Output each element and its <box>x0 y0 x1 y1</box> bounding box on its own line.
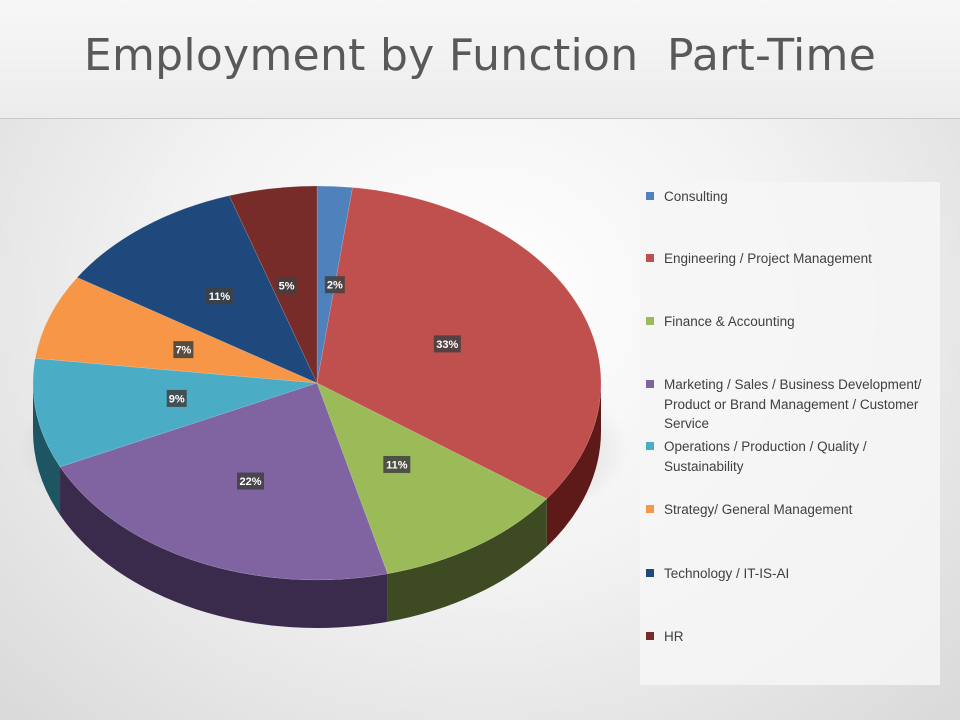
legend-label: Strategy/ General Management <box>664 502 853 517</box>
data-label-box <box>206 287 234 305</box>
pie-slice-technology-it-is-ai <box>76 195 318 384</box>
legend-label: HR <box>664 629 684 644</box>
data-label-operations-production-quality-sustainability: 9% <box>169 393 185 405</box>
data-label-consulting: 2% <box>327 280 343 292</box>
data-label-strategy-general-management: 7% <box>175 345 191 357</box>
pie-side-marketing-sales-business-development-product-or-brand-management-customer-service <box>60 466 388 628</box>
data-label-hr: 5% <box>279 281 295 293</box>
pie-slice-hr <box>228 185 318 384</box>
legend-swatch <box>646 192 654 200</box>
legend-label: Marketing / Sales / Business Development… <box>664 377 922 431</box>
pie-slice-strategy-general-management <box>34 277 318 384</box>
data-label-box <box>236 472 264 490</box>
pie-slice-marketing-sales-business-development-product-or-brand-management-customer-service <box>59 382 388 581</box>
pie-side-engineering-project-management <box>546 383 601 547</box>
pie-slice-finance-accounting <box>316 382 548 575</box>
legend-swatch <box>646 380 654 388</box>
pie-slice-operations-production-quality-sustainability <box>32 358 318 468</box>
data-label-marketing-sales-business-development-product-or-brand-management-customer-service: 22% <box>239 476 261 488</box>
data-label-technology-it-is-ai: 11% <box>209 291 231 303</box>
data-label-box <box>383 455 411 473</box>
data-label-box <box>433 335 461 353</box>
legend-label: Technology / IT-IS-AI <box>664 566 790 581</box>
data-label-box <box>166 389 187 407</box>
legend-swatch <box>646 569 654 577</box>
legend-swatch <box>646 442 654 450</box>
data-label-box <box>173 341 194 359</box>
legend-swatch <box>646 317 654 325</box>
pie-side-operations-production-quality-sustainability <box>33 383 61 515</box>
legend-label: Engineering / Project Management <box>664 251 872 266</box>
legend-swatch <box>646 505 654 513</box>
chart-legend: Consulting Engineering / Project Manageme… <box>640 182 940 685</box>
title-band <box>0 0 960 119</box>
data-label-engineering-project-management: 33% <box>436 339 458 351</box>
data-label-box <box>324 276 345 294</box>
legend-swatch <box>646 254 654 262</box>
legend-swatch <box>646 632 654 640</box>
pie-side-finance-accounting <box>387 498 547 622</box>
legend-label: Operations / Production / Quality / Sust… <box>664 439 867 474</box>
legend-label: Consulting <box>664 189 728 204</box>
data-label-box <box>276 277 297 295</box>
legend-label: Finance & Accounting <box>664 314 795 329</box>
data-label-finance-accounting: 11% <box>386 459 408 471</box>
chart-title: Employment by Function Part-Time <box>83 30 877 81</box>
